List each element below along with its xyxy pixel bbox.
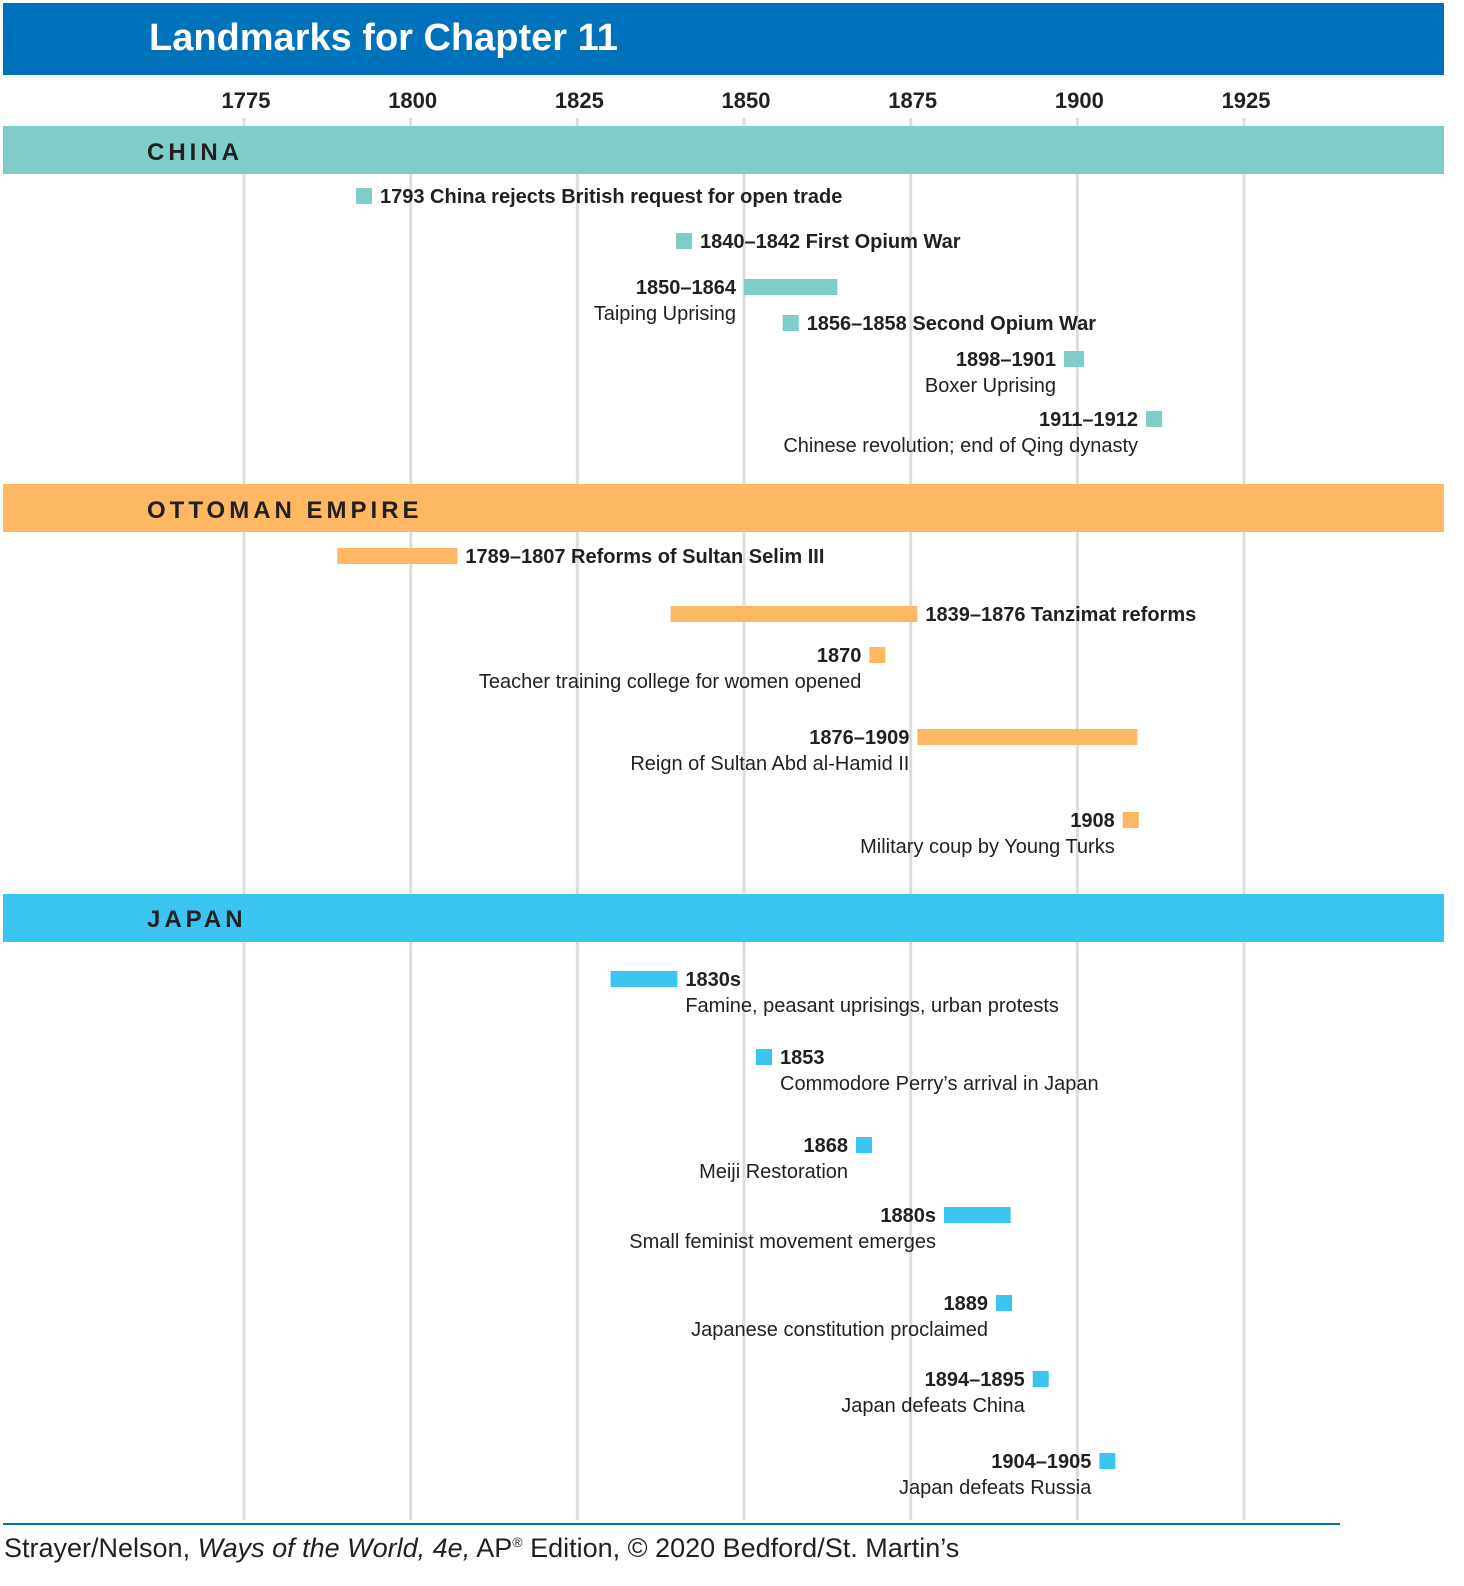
section-label-ottoman: OTTOMAN EMPIRE (147, 497, 423, 524)
event-desc-china-1911: Chinese revolution; end of Qing dynasty (783, 435, 1138, 457)
event-desc-china-1898: Boxer Uprising (925, 375, 1056, 397)
event-bar-japan-1853 (756, 1049, 773, 1065)
event-years-japan-1830: 1830s (685, 969, 741, 991)
credit-authors: Strayer/Nelson, (4, 1533, 191, 1563)
tick-label-1925: 1925 (1222, 88, 1271, 113)
event-bar-japan-1868 (856, 1137, 873, 1153)
event-years-ottoman-1908: 1908 (1070, 810, 1115, 832)
event-years-japan-1868: 1868 (804, 1135, 849, 1157)
event-desc-china-1850: Taiping Uprising (594, 303, 736, 325)
event-desc-japan-1830: Famine, peasant uprisings, urban protest… (685, 995, 1059, 1017)
tick-label-1825: 1825 (555, 88, 604, 113)
footer-rule (3, 1523, 1340, 1525)
event-desc-ottoman-1789: Reforms of Sultan Selim III (565, 546, 824, 568)
event-years-china-1793: 1793 (380, 186, 425, 208)
event-bar-japan-1904 (1099, 1453, 1116, 1469)
tick-label-1800: 1800 (388, 88, 437, 113)
event-bar-china-1793 (356, 188, 373, 204)
credit-line: Strayer/Nelson, Ways of the World, 4e, A… (4, 1533, 959, 1564)
event-years-japan-1880: 1880s (880, 1205, 936, 1227)
section-band-japan (3, 894, 1444, 942)
section-label-japan: JAPAN (147, 906, 247, 933)
event-label-china-1793: 1793 China rejects British request for o… (380, 186, 842, 208)
event-label-china-1856: 1856–1858 Second Opium War (807, 313, 1097, 335)
event-years-ottoman-1839: 1839–1876 (925, 604, 1025, 626)
tick-label-1850: 1850 (722, 88, 771, 113)
event-desc-ottoman-1908: Military coup by Young Turks (860, 836, 1115, 858)
section-band-ottoman (3, 484, 1444, 532)
event-years-china-1840: 1840–1842 (700, 231, 800, 253)
tick-label-1900: 1900 (1055, 88, 1104, 113)
event-bar-ottoman-1908 (1122, 812, 1139, 828)
event-years-china-1911: 1911–1912 (1039, 409, 1138, 431)
section-band-china (3, 126, 1444, 174)
event-years-china-1856: 1856–1858 (807, 313, 907, 335)
event-bar-china-1856 (782, 315, 799, 331)
credit-ap: AP (476, 1533, 513, 1563)
event-years-china-1898: 1898–1901 (956, 349, 1056, 371)
event-bar-japan-1830 (610, 971, 678, 987)
tick-label-1875: 1875 (888, 88, 937, 113)
event-desc-japan-1853: Commodore Perry’s arrival in Japan (780, 1073, 1099, 1095)
section-label-china: CHINA (147, 139, 243, 166)
event-bar-japan-1894 (1032, 1371, 1049, 1387)
event-desc-japan-1894: Japan defeats China (841, 1395, 1025, 1417)
event-years-ottoman-1876: 1876–1909 (809, 727, 909, 749)
event-bar-japan-1889 (996, 1295, 1013, 1311)
event-years-ottoman-1789: 1789–1807 (465, 546, 565, 568)
event-desc-china-1840: First Opium War (800, 231, 961, 253)
event-desc-japan-1904: Japan defeats Russia (899, 1477, 1092, 1499)
event-desc-china-1793: China rejects British request for open t… (425, 186, 843, 208)
credit-reg-mark: ® (512, 1534, 523, 1550)
event-bar-china-1850 (744, 279, 838, 295)
event-label-ottoman-1789: 1789–1807 Reforms of Sultan Selim III (465, 546, 824, 568)
event-desc-japan-1868: Meiji Restoration (699, 1161, 848, 1183)
page-title: Landmarks for Chapter 11 (149, 17, 618, 59)
event-bar-ottoman-1839 (670, 606, 918, 622)
event-years-japan-1889: 1889 (944, 1293, 989, 1315)
event-bar-ottoman-1789 (337, 548, 458, 564)
event-years-ottoman-1870: 1870 (817, 645, 862, 667)
event-years-china-1850: 1850–1864 (636, 277, 737, 299)
credit-book-title: Ways of the World, 4e, (197, 1533, 471, 1563)
title-banner: Landmarks for Chapter 11 (3, 3, 1444, 75)
event-years-japan-1894: 1894–1895 (925, 1369, 1025, 1391)
event-desc-japan-1889: Japanese constitution proclaimed (691, 1319, 988, 1341)
event-bar-china-1840 (676, 233, 693, 249)
event-bar-ottoman-1876 (917, 729, 1138, 745)
credit-rest: Edition, © 2020 Bedford/St. Martin’s (530, 1533, 960, 1563)
event-desc-china-1856: Second Opium War (907, 313, 1096, 335)
event-bar-china-1898 (1064, 351, 1085, 367)
event-label-ottoman-1839: 1839–1876 Tanzimat reforms (925, 604, 1196, 626)
event-desc-ottoman-1839: Tanzimat reforms (1025, 604, 1196, 626)
event-years-japan-1904: 1904–1905 (991, 1451, 1091, 1473)
event-years-japan-1853: 1853 (780, 1047, 825, 1069)
event-bar-japan-1880 (944, 1207, 1011, 1223)
event-bar-ottoman-1870 (869, 647, 886, 663)
event-desc-ottoman-1870: Teacher training college for women opene… (479, 671, 861, 693)
tick-label-1775: 1775 (222, 88, 271, 113)
event-bar-china-1911 (1146, 411, 1163, 427)
event-label-china-1840: 1840–1842 First Opium War (700, 231, 961, 253)
event-desc-ottoman-1876: Reign of Sultan Abd al-Hamid II (630, 753, 909, 775)
event-desc-japan-1880: Small feminist movement emerges (629, 1231, 936, 1253)
